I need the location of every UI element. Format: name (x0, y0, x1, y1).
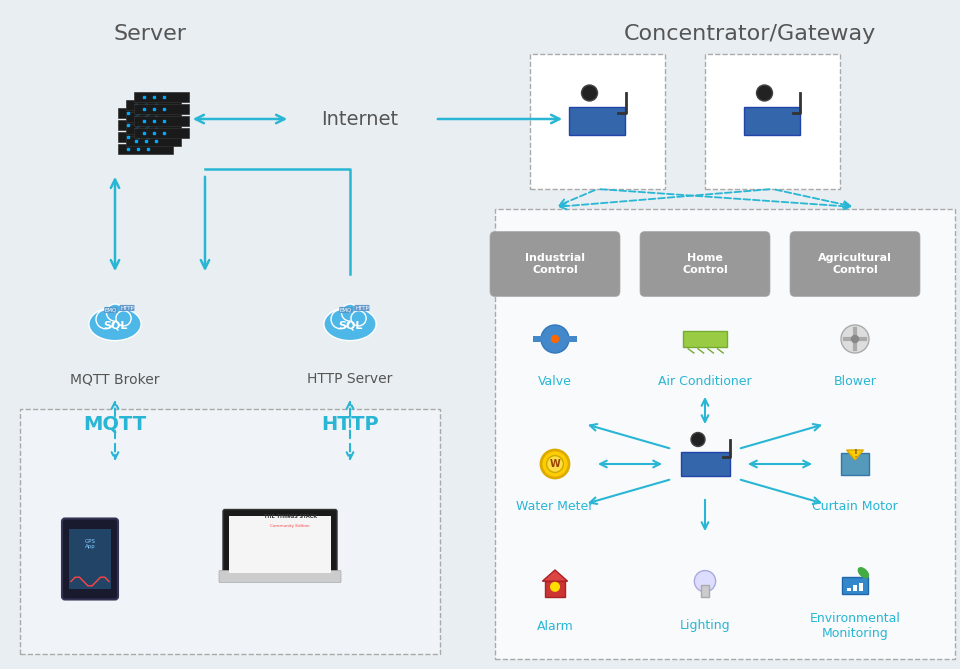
FancyBboxPatch shape (118, 144, 173, 154)
Text: THE THINGS STACK: THE THINGS STACK (263, 514, 317, 518)
Text: W: W (550, 459, 561, 469)
FancyBboxPatch shape (790, 231, 920, 296)
FancyBboxPatch shape (134, 92, 189, 102)
Circle shape (116, 310, 132, 326)
Bar (701, 585, 709, 597)
Circle shape (691, 432, 705, 446)
Text: MQTT Broker: MQTT Broker (70, 372, 159, 386)
Bar (569, 107, 626, 135)
FancyBboxPatch shape (495, 209, 955, 659)
Circle shape (551, 334, 559, 343)
Text: SQL: SQL (338, 320, 362, 330)
Text: Blower: Blower (833, 375, 876, 387)
Bar (847, 588, 851, 591)
FancyBboxPatch shape (640, 231, 770, 296)
Text: Internet: Internet (322, 110, 398, 128)
Text: Lighting: Lighting (680, 619, 731, 632)
Text: GPS
App: GPS App (84, 539, 95, 549)
Text: Home
Control: Home Control (683, 253, 728, 275)
Circle shape (107, 304, 124, 321)
Bar (859, 583, 863, 591)
Text: Community Edition: Community Edition (270, 524, 310, 528)
FancyBboxPatch shape (126, 136, 181, 146)
FancyBboxPatch shape (126, 112, 181, 122)
Ellipse shape (324, 307, 376, 341)
Text: Alarm: Alarm (537, 619, 573, 632)
Circle shape (541, 450, 569, 478)
FancyBboxPatch shape (705, 54, 840, 189)
Text: Industrial
Control: Industrial Control (525, 253, 585, 275)
Text: HTTP: HTTP (355, 306, 369, 310)
Circle shape (756, 85, 773, 101)
Text: EMQ: EMQ (340, 308, 352, 312)
Circle shape (550, 582, 560, 592)
FancyBboxPatch shape (530, 54, 665, 189)
FancyBboxPatch shape (126, 124, 181, 134)
Bar (683, 330, 728, 347)
Text: MQTT: MQTT (84, 415, 147, 434)
Circle shape (331, 310, 350, 328)
Text: Air Conditioner: Air Conditioner (659, 375, 752, 387)
FancyBboxPatch shape (118, 120, 173, 130)
Circle shape (851, 334, 859, 343)
Text: EMQ: EMQ (105, 308, 117, 312)
Text: SQL: SQL (103, 320, 127, 330)
Circle shape (351, 310, 366, 326)
FancyBboxPatch shape (219, 571, 341, 583)
FancyBboxPatch shape (490, 231, 620, 296)
Polygon shape (542, 570, 567, 581)
Circle shape (582, 85, 597, 101)
Circle shape (546, 456, 564, 472)
Circle shape (342, 304, 358, 321)
Text: Server: Server (113, 24, 186, 44)
FancyBboxPatch shape (118, 108, 173, 118)
Text: Environmental
Monitoring: Environmental Monitoring (809, 612, 900, 640)
Text: Valve: Valve (538, 375, 572, 387)
FancyBboxPatch shape (223, 510, 337, 579)
Bar (229, 516, 331, 573)
Bar (69, 529, 111, 589)
Bar (745, 107, 801, 135)
Circle shape (541, 325, 569, 353)
FancyBboxPatch shape (134, 128, 189, 138)
FancyBboxPatch shape (118, 132, 173, 142)
Bar (533, 337, 577, 342)
Bar (852, 585, 857, 591)
FancyBboxPatch shape (134, 104, 189, 114)
FancyBboxPatch shape (20, 409, 440, 654)
Circle shape (694, 571, 715, 592)
Bar (843, 577, 868, 594)
Text: HTTP Server: HTTP Server (307, 372, 393, 386)
Text: Water Meter: Water Meter (516, 500, 593, 512)
FancyBboxPatch shape (62, 518, 118, 599)
Text: Concentrator/Gateway: Concentrator/Gateway (624, 24, 876, 44)
Text: HTTP: HTTP (322, 415, 379, 434)
Polygon shape (847, 450, 863, 460)
Bar (681, 452, 730, 476)
Ellipse shape (857, 567, 869, 579)
FancyBboxPatch shape (134, 116, 189, 126)
Circle shape (841, 325, 869, 353)
Ellipse shape (89, 307, 141, 341)
Bar (841, 453, 869, 475)
Circle shape (96, 310, 115, 328)
FancyBboxPatch shape (126, 100, 181, 110)
Text: !: ! (853, 449, 857, 459)
Text: Curtain Motor: Curtain Motor (812, 500, 898, 512)
Text: HTTP: HTTP (120, 306, 133, 310)
Bar (545, 581, 564, 597)
Text: Agricultural
Control: Agricultural Control (818, 253, 892, 275)
